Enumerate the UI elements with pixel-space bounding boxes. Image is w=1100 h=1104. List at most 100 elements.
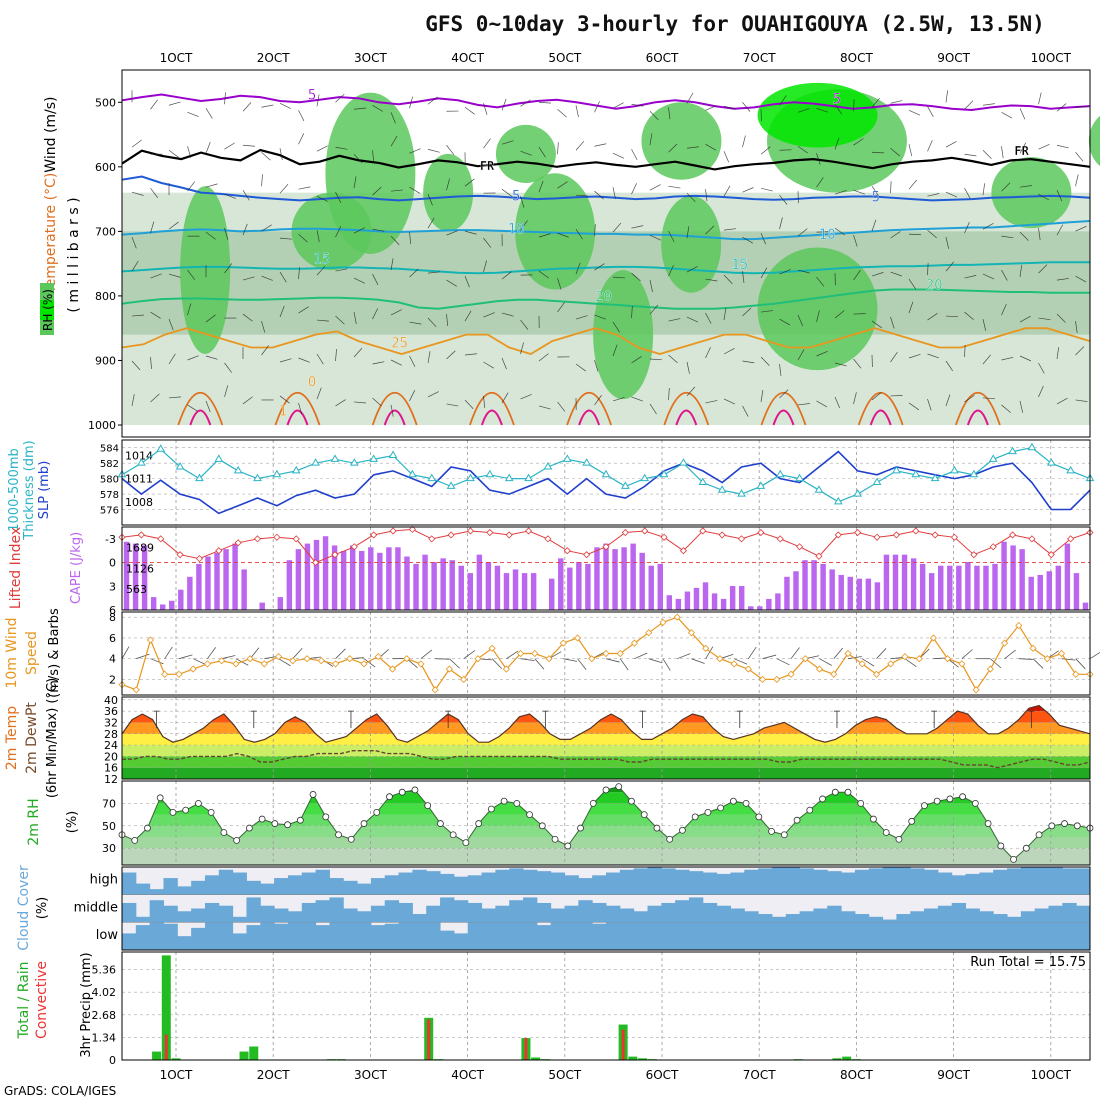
cape-bar [368,547,373,610]
cloud-cell-low [482,922,496,950]
rh-point [514,800,520,806]
cloud-cell-middle [233,917,247,923]
rh-axis-units: (%) [65,811,80,834]
y-tick-label: 700 [95,225,116,238]
cloud-cell-middle [205,903,219,922]
cloud-cell-middle [952,903,966,922]
cloud-cell-low [371,925,385,950]
y-tick-label: 900 [95,354,116,367]
cloud-cell-high [426,871,440,895]
rh-point [679,827,685,833]
cape-bar [1010,545,1015,610]
cape-bar [278,597,283,610]
cape-bar [721,599,726,610]
cloud-cell-middle [274,909,288,923]
li-point [874,534,880,540]
cape-bar [594,547,599,610]
cloud-cell-middle [412,914,426,922]
temp-axis-label-c: (6hr Min/Max) (°C) [45,678,60,798]
wind10-barb [634,653,647,659]
cloud-cell-low [565,922,579,950]
cape-bar [522,573,527,610]
cloud-cell-middle [495,906,509,923]
wind10-barb [962,650,973,659]
cloud-cell-middle [647,906,661,923]
wind10-barb [535,659,544,670]
rh-blob [423,154,473,231]
wind10-point [190,666,196,672]
rh-point [985,821,991,827]
pressure-axis-label: ( m i l l i b a r s ) [66,197,82,312]
wind10-barb [791,648,799,659]
cape-bar [395,547,400,610]
cloud-cell-high [772,867,786,895]
cloud-cell-high [412,870,426,895]
cape-bar [431,562,436,610]
contour-label: 20 [926,277,943,293]
wind10-barb [777,659,790,665]
cape-bar [866,579,871,610]
contour-label: 10 [819,227,836,243]
wind10-barb [578,659,587,670]
cloud-cell-middle [993,914,1007,922]
wind10-point [731,661,737,667]
cape-bar [296,549,301,610]
cloud-cell-middle [440,897,454,922]
cape-bar [857,579,862,610]
slp-tick-label: 1014 [125,449,153,462]
li-tick-label: 0 [109,557,116,570]
li-point [913,528,919,534]
cloud-cell-middle [717,906,731,923]
cloud-cell-low [592,924,606,950]
cape-bar [305,544,310,610]
day-label-bottom: 10OCT [1031,1068,1072,1082]
cloud-cell-high [717,874,731,895]
cloud-cell-high [578,878,592,895]
cloud-cell-middle [551,909,565,923]
wind10-barb [620,659,628,670]
rh-point [654,825,660,831]
precip-tick-label: 5.36 [92,964,117,977]
slp-axis-label: SLP (mb) [37,461,52,520]
cape-bar [621,547,626,610]
rh-point [1062,821,1068,827]
temp-band [122,722,1090,733]
thickness-point [486,471,493,477]
day-label-bottom: 8OCT [840,1068,873,1082]
cape-bar [1038,575,1043,610]
temp-axis-label-b: 2m DewPt [24,702,40,774]
cloud-cell-middle [730,909,744,923]
cloud-axis-units: (%) [35,897,50,920]
cloud-cell-high [371,878,385,895]
rh-point [832,789,838,795]
cloud-cell-middle [302,903,316,922]
upper-air-legend-label: Temperature (°C)Wind (m/s) [43,96,59,294]
day-label-top: 8OCT [840,51,873,65]
cloud-cell-middle [371,906,385,923]
cape-bar [839,575,844,610]
precip-total-bar [152,1052,161,1060]
cloud-cell-high [620,870,634,895]
cloud-cell-high [482,873,496,895]
cloud-cell-middle [869,917,883,923]
rh-point [1023,845,1029,851]
cape-bar [404,557,409,610]
contour-label: 5 [833,92,841,108]
cape-bar [730,586,735,610]
li-point [545,536,551,542]
cape-bar [658,564,663,610]
cape-bar [703,582,708,610]
precip-convective-bar [524,1038,527,1060]
cape-bar [287,560,292,610]
wind10-point [318,658,324,664]
cloud-cell-low [966,922,980,950]
cape-bar [440,558,445,610]
cloud-cell-high [647,867,661,895]
cloud-cell-high [592,875,606,894]
rh-point [1011,856,1017,862]
cloud-cell-high [786,867,800,895]
cape-bar [585,564,590,610]
cloud-cell-high [205,875,219,894]
cloud-cell-low [938,922,952,950]
cloud-cell-middle [191,909,205,923]
